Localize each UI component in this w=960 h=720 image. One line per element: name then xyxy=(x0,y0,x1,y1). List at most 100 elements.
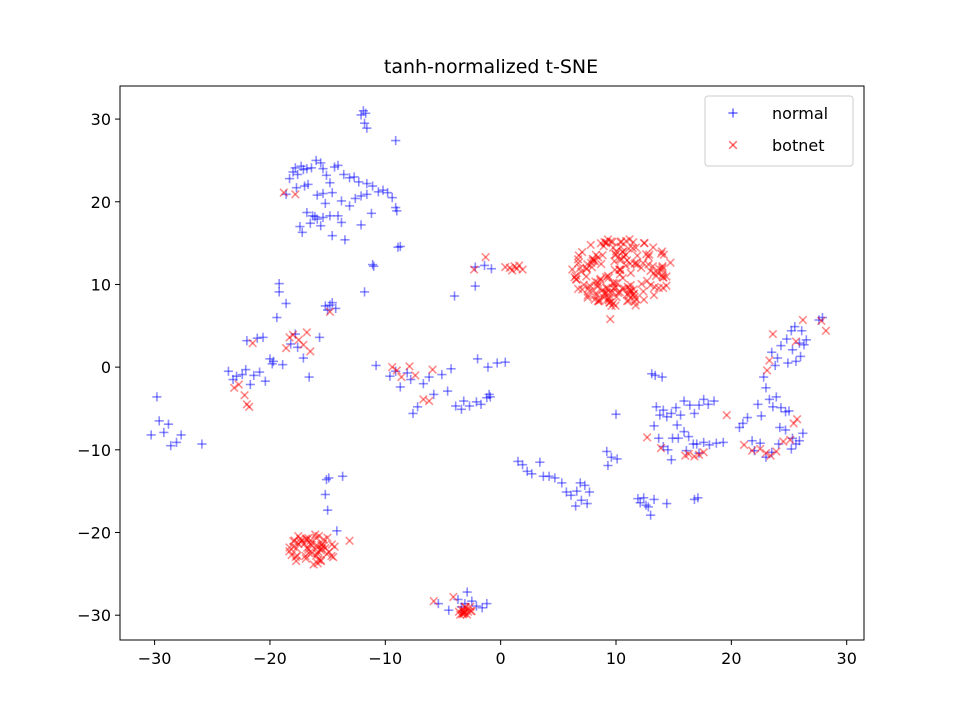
point-normal-261 xyxy=(801,335,811,345)
cluster-point-botnet-0-130 xyxy=(619,284,629,293)
point-normal-0 xyxy=(146,430,156,440)
point-normal-138 xyxy=(483,362,493,372)
point-normal-77 xyxy=(297,227,307,237)
point-normal-133 xyxy=(482,393,492,403)
point-normal-254 xyxy=(786,326,796,336)
cluster-point-botnet-1-48 xyxy=(316,555,325,565)
point-botnet-60 xyxy=(762,366,772,375)
cluster-point-botnet-0-85 xyxy=(642,276,652,286)
cluster-point-botnet-0-42 xyxy=(650,282,660,292)
cluster-point-botnet-0-138 xyxy=(576,267,586,277)
point-normal-168 xyxy=(580,480,590,490)
point-normal-167 xyxy=(575,478,585,488)
cluster-point-botnet-1-30 xyxy=(311,551,321,561)
point-normal-15 xyxy=(245,379,255,390)
point-normal-89 xyxy=(336,196,347,206)
cluster-point-botnet-0-131 xyxy=(625,259,635,269)
series-botnet xyxy=(229,188,831,620)
point-normal-236 xyxy=(784,406,794,416)
cluster-point-botnet-0-63 xyxy=(592,290,601,300)
point-normal-196 xyxy=(671,403,681,413)
cluster-point-botnet-0-133 xyxy=(582,264,591,274)
point-normal-55 xyxy=(311,155,321,166)
x-tick-label: 30 xyxy=(837,649,857,668)
point-normal-36 xyxy=(323,305,333,315)
point-normal-148 xyxy=(467,596,477,606)
point-botnet-52 xyxy=(785,435,795,445)
point-normal-5 xyxy=(166,441,176,451)
y-tick-label: 20 xyxy=(91,193,111,212)
point-normal-260 xyxy=(799,340,809,350)
point-normal-213 xyxy=(688,439,698,449)
cluster-point-botnet-0-141 xyxy=(591,288,601,298)
cluster-point-botnet-1-29 xyxy=(285,546,294,556)
point-normal-187 xyxy=(693,493,703,503)
point-normal-34 xyxy=(314,332,325,342)
cluster-point-botnet-0-76 xyxy=(582,264,592,274)
point-botnet-40 xyxy=(684,449,694,459)
point-normal-80 xyxy=(308,211,318,221)
point-normal-110 xyxy=(362,123,372,133)
point-botnet-23 xyxy=(424,396,434,406)
point-botnet-42 xyxy=(694,450,704,460)
point-normal-228 xyxy=(756,411,766,421)
chart-title: tanh-normalized t-SNE xyxy=(384,56,598,78)
cluster-point-botnet-1-46 xyxy=(324,547,334,557)
cluster-point-botnet-0-4 xyxy=(605,298,614,307)
cluster-point-botnet-2-6 xyxy=(461,602,471,612)
cluster-point-botnet-0-50 xyxy=(579,280,589,290)
cluster-point-botnet-0-71 xyxy=(618,247,627,257)
point-normal-22 xyxy=(267,359,277,369)
cluster-point-botnet-0-92 xyxy=(608,243,618,252)
cluster-point-botnet-1-16 xyxy=(285,543,294,552)
point-botnet-56 xyxy=(816,316,826,326)
point-normal-30 xyxy=(290,329,300,339)
point-normal-229 xyxy=(759,372,769,382)
point-botnet-26 xyxy=(448,592,458,602)
cluster-point-botnet-0-124 xyxy=(625,234,634,244)
point-normal-14 xyxy=(242,336,252,346)
cluster-point-botnet-0-146 xyxy=(630,297,640,307)
point-normal-96 xyxy=(368,260,378,270)
point-normal-87 xyxy=(327,231,337,241)
cluster-point-botnet-1-41 xyxy=(297,535,307,545)
cluster-point-botnet-1-15 xyxy=(312,549,322,558)
cluster-point-botnet-1-22 xyxy=(311,533,321,543)
cluster-point-botnet-0-116 xyxy=(584,283,594,293)
point-normal-69 xyxy=(378,185,388,195)
point-normal-97 xyxy=(356,220,366,230)
point-normal-233 xyxy=(771,392,781,402)
cluster-point-botnet-0-113 xyxy=(624,290,634,300)
y-tick-label: −10 xyxy=(77,441,111,460)
cluster-point-botnet-0-64 xyxy=(600,289,610,298)
point-botnet-1 xyxy=(234,380,244,389)
point-normal-239 xyxy=(794,436,805,446)
cluster-point-botnet-0-17 xyxy=(591,250,601,260)
cluster-point-botnet-0-78 xyxy=(614,265,624,274)
point-botnet-35 xyxy=(518,265,527,274)
cluster-point-botnet-0-120 xyxy=(606,237,616,246)
cluster-point-botnet-1-20 xyxy=(314,531,324,541)
point-normal-2 xyxy=(154,416,164,426)
cluster-point-botnet-1-11 xyxy=(304,548,314,558)
point-botnet-32 xyxy=(510,261,519,271)
cluster-point-botnet-2-13 xyxy=(457,605,467,615)
point-normal-59 xyxy=(325,178,335,188)
point-normal-74 xyxy=(393,242,403,252)
point-normal-235 xyxy=(780,407,791,417)
point-normal-240 xyxy=(798,428,808,438)
point-normal-95 xyxy=(369,261,379,271)
cluster-point-botnet-0-123 xyxy=(622,256,632,265)
point-botnet-38 xyxy=(656,443,666,453)
point-normal-214 xyxy=(694,448,704,458)
cluster-point-botnet-0-32 xyxy=(611,249,621,259)
point-botnet-37 xyxy=(642,433,652,442)
cluster-point-botnet-0-61 xyxy=(616,265,625,274)
cluster-point-botnet-1-34 xyxy=(305,539,315,549)
point-botnet-18 xyxy=(392,366,402,375)
cluster-point-botnet-0-80 xyxy=(632,260,642,270)
point-botnet-47 xyxy=(755,444,765,454)
cluster-point-botnet-0-105 xyxy=(637,279,646,289)
point-normal-31 xyxy=(293,342,303,352)
cluster-point-botnet-0-70 xyxy=(598,250,607,260)
